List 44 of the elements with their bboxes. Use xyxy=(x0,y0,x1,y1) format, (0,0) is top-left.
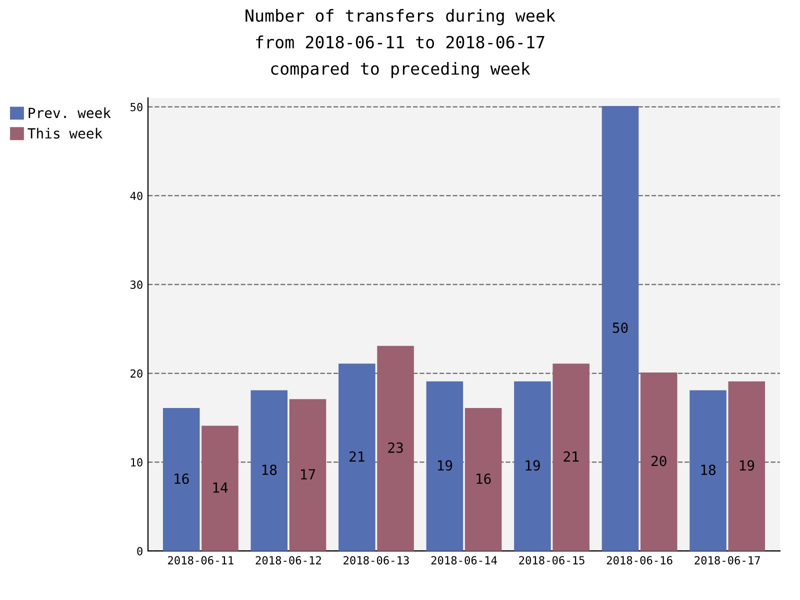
bar xyxy=(690,390,726,551)
data-label: 19 xyxy=(438,460,452,471)
data-label: 16 xyxy=(174,473,189,484)
bar xyxy=(640,372,678,551)
data-label: 17 xyxy=(301,469,316,480)
bar xyxy=(514,381,551,551)
data-label: 23 xyxy=(388,442,403,453)
bar xyxy=(728,381,766,551)
x-tick-label: 2018-06-11 xyxy=(168,556,234,564)
data-label: 50 xyxy=(612,322,628,333)
data-label: 21 xyxy=(564,451,579,462)
x-tick-label: 2018-06-16 xyxy=(606,556,672,564)
data-label: 16 xyxy=(476,473,491,484)
data-label: 20 xyxy=(652,456,666,466)
bar xyxy=(602,106,639,551)
data-label: 18 xyxy=(262,464,277,476)
y-tick-label: 50 xyxy=(130,102,142,112)
data-label: 14 xyxy=(213,482,228,493)
y-tick-label: 30 xyxy=(130,280,142,289)
bar xyxy=(426,381,464,551)
bar xyxy=(289,399,326,551)
x-tick-label: 2018-06-14 xyxy=(431,556,497,564)
y-tick-label: 40 xyxy=(130,192,142,200)
data-label: 21 xyxy=(350,451,364,462)
x-tick-label: 2018-06-15 xyxy=(519,556,584,564)
chart-title: Number of transfers during week from 2018-06-11 to 2018-06-17 compared to preceding week xyxy=(246,9,556,78)
bar xyxy=(552,364,590,551)
y-tick-label: 20 xyxy=(130,369,142,378)
data-label: 18 xyxy=(701,464,716,476)
data-label: 19 xyxy=(526,460,540,471)
bar xyxy=(250,390,288,551)
y-tick-label: 10 xyxy=(131,458,142,467)
legend-label: This week xyxy=(28,128,102,139)
y-tick-label: 0 xyxy=(137,546,142,556)
bar xyxy=(338,364,376,551)
bar xyxy=(202,426,238,551)
data-label: 19 xyxy=(740,460,754,471)
legend-label: Prev. week xyxy=(28,107,111,118)
x-tick-label: 2018-06-13 xyxy=(344,556,409,564)
bar xyxy=(377,346,414,551)
x-tick-label: 2018-06-17 xyxy=(694,556,760,564)
bar xyxy=(162,408,200,551)
bar xyxy=(464,408,502,551)
x-tick-label: 2018-06-12 xyxy=(256,556,321,564)
